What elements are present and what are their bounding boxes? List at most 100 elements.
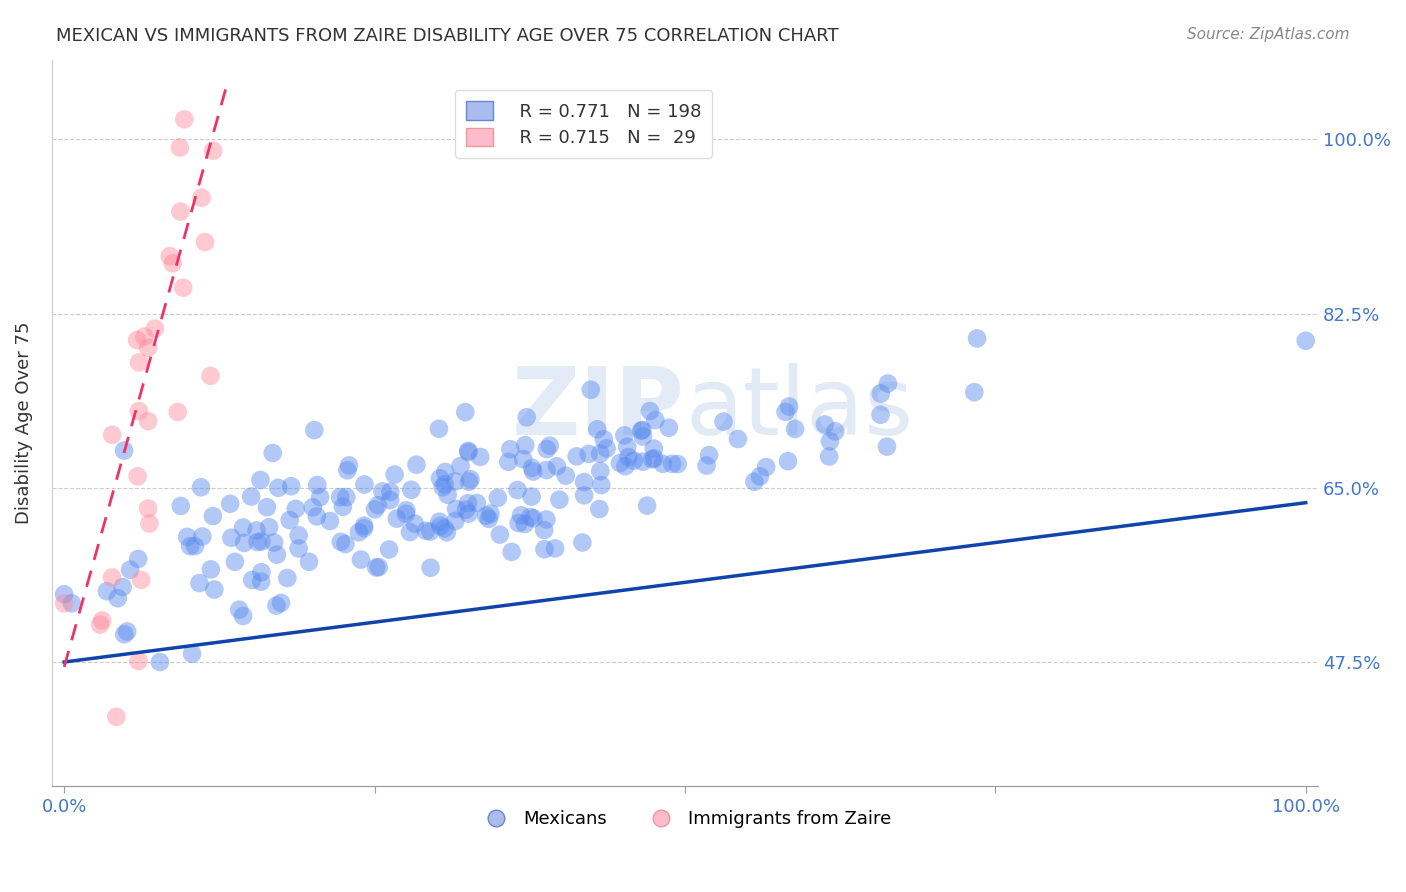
Point [460,472,482,486]
Point [520,461,543,475]
Point [457,496,479,510]
Point [353,477,375,491]
Point [536,512,558,526]
Point [458,475,481,489]
Point [129,573,152,587]
Point [284,502,307,516]
Point [125,333,148,347]
Point [544,541,567,556]
Point [263,535,285,549]
Point [533,523,555,537]
Text: atlas: atlas [685,362,912,455]
Point [513,516,536,531]
Point [385,511,408,525]
Point [309,490,332,504]
Point [454,502,477,516]
Point [305,509,328,524]
Point [138,516,160,531]
Point [105,710,128,724]
Point [250,534,273,549]
Point [159,249,181,263]
Point [595,442,617,456]
Point [498,455,520,469]
Legend: Mexicans, Immigrants from Zaire: Mexicans, Immigrants from Zaire [471,803,898,836]
Point [419,560,441,574]
Point [572,475,595,489]
Point [444,475,467,489]
Point [371,484,394,499]
Point [162,256,184,270]
Point [111,580,134,594]
Point [565,450,588,464]
Point [399,524,422,539]
Point [221,531,243,545]
Point [548,492,571,507]
Point [319,514,342,528]
Point [869,386,891,401]
Point [91,613,114,627]
Point [202,144,225,158]
Point [107,591,129,606]
Point [53,596,76,610]
Point [616,440,638,454]
Point [233,536,256,550]
Point [347,525,370,540]
Point [631,423,654,437]
Point [367,560,389,574]
Point [190,191,212,205]
Point [169,140,191,154]
Point [219,497,242,511]
Point [194,235,217,249]
Point [651,457,673,471]
Point [262,446,284,460]
Point [512,452,534,467]
Point [572,488,595,502]
Point [631,455,654,469]
Point [176,530,198,544]
Point [778,400,800,414]
Point [519,510,541,524]
Point [658,421,681,435]
Point [353,521,375,535]
Point [623,453,645,467]
Point [501,545,523,559]
Point [636,499,658,513]
Point [427,515,450,529]
Point [329,490,352,504]
Point [405,458,427,472]
Point [489,527,512,541]
Point [454,405,477,419]
Text: MEXICAN VS IMMIGRANTS FROM ZAIRE DISABILITY AGE OVER 75 CORRELATION CHART: MEXICAN VS IMMIGRANTS FROM ZAIRE DISABIL… [56,27,839,45]
Point [419,524,441,539]
Point [638,404,661,418]
Point [470,450,492,464]
Point [614,459,637,474]
Point [727,432,749,446]
Point [267,481,290,495]
Point [245,524,267,538]
Point [191,529,214,543]
Point [436,488,458,502]
Point [202,582,225,597]
Point [335,537,357,551]
Point [478,512,501,526]
Point [429,471,451,485]
Point [427,422,450,436]
Point [96,584,118,599]
Point [520,490,543,504]
Point [366,560,388,574]
Point [395,503,418,517]
Point [287,541,309,556]
Point [433,477,456,491]
Point [280,479,302,493]
Point [101,427,124,442]
Point [378,493,401,508]
Point [776,454,799,468]
Point [232,520,254,534]
Point [367,498,389,512]
Point [112,443,135,458]
Point [536,463,558,477]
Point [631,429,654,443]
Point [276,571,298,585]
Point [224,555,246,569]
